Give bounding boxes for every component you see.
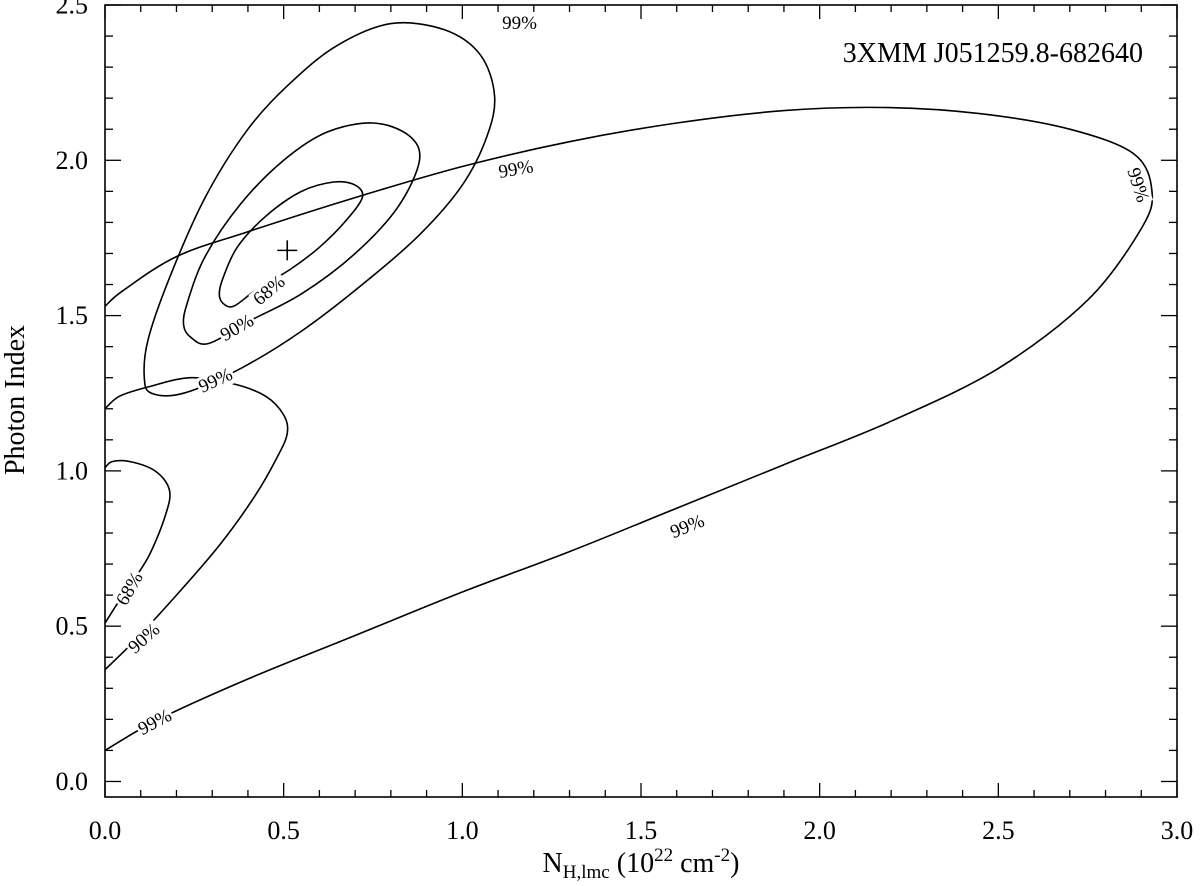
contour-90-1 (182, 122, 421, 345)
x-axis-label-exp: 22 (654, 845, 673, 866)
x-axis-label-post: ) (730, 848, 739, 879)
x-tick-label: 2.5 (982, 816, 1015, 845)
chart-title: 3XMM J051259.8-682640 (843, 38, 1143, 69)
contour-label-0: 99% (502, 13, 537, 34)
y-tick-label: 2.5 (56, 0, 89, 20)
y-tick-label: 1.5 (56, 301, 89, 330)
x-axis-label-sub: H,lmc (563, 862, 610, 883)
x-axis-label: NH,lmc (1022 cm-2) (543, 845, 740, 883)
x-axis-label-main: N (543, 848, 563, 879)
plot-area: 99%99% 99%68%90%99%99%68%90%99% (105, 13, 1154, 752)
contour-label-8: 90% (124, 619, 164, 658)
y-tick-label: 1.0 (56, 456, 89, 485)
contour-label-6: 99% (667, 510, 707, 543)
x-axis-label-pre: (10 (610, 848, 654, 879)
x-tick-label: 3.0 (1161, 816, 1194, 845)
contour-99-2 (143, 21, 496, 397)
x-axis-label-unit: cm (673, 848, 714, 879)
contour-label-2: 99% (1122, 165, 1153, 205)
axis-ticks (104, 4, 1178, 797)
contour-68-3 (105, 459, 171, 624)
tick-labels: 0.0 0.5 1.0 1.5 2.0 2.5 3.0 0.0 0.5 1.0 1.5 2.0 2.5 (56, 0, 1194, 845)
contour-label-5: 99% (196, 364, 237, 398)
x-tick-label: 2.0 (803, 816, 836, 845)
plot-frame (104, 4, 1178, 798)
x-tick-label: 1.0 (446, 816, 479, 845)
best-fit-marker (277, 240, 298, 261)
y-tick-label: 0.5 (56, 612, 89, 641)
x-axis-label-unit-exp: -2 (714, 845, 730, 866)
y-axis-label: Photon Index (0, 325, 31, 475)
contour-label-9: 99% (135, 705, 176, 740)
contour-label-4: 90% (217, 310, 258, 346)
contour-99-5 (105, 106, 1154, 752)
y-tick-label: 0.0 (56, 767, 89, 796)
x-tick-label: 0.0 (89, 816, 122, 845)
contour-68-0 (218, 180, 364, 308)
y-tick-label: 2.0 (56, 146, 89, 175)
x-tick-label: 1.5 (625, 816, 658, 845)
contour-label-1: 99% (497, 156, 535, 183)
x-tick-label: 0.5 (267, 816, 300, 845)
contour-90-4 (105, 376, 289, 671)
